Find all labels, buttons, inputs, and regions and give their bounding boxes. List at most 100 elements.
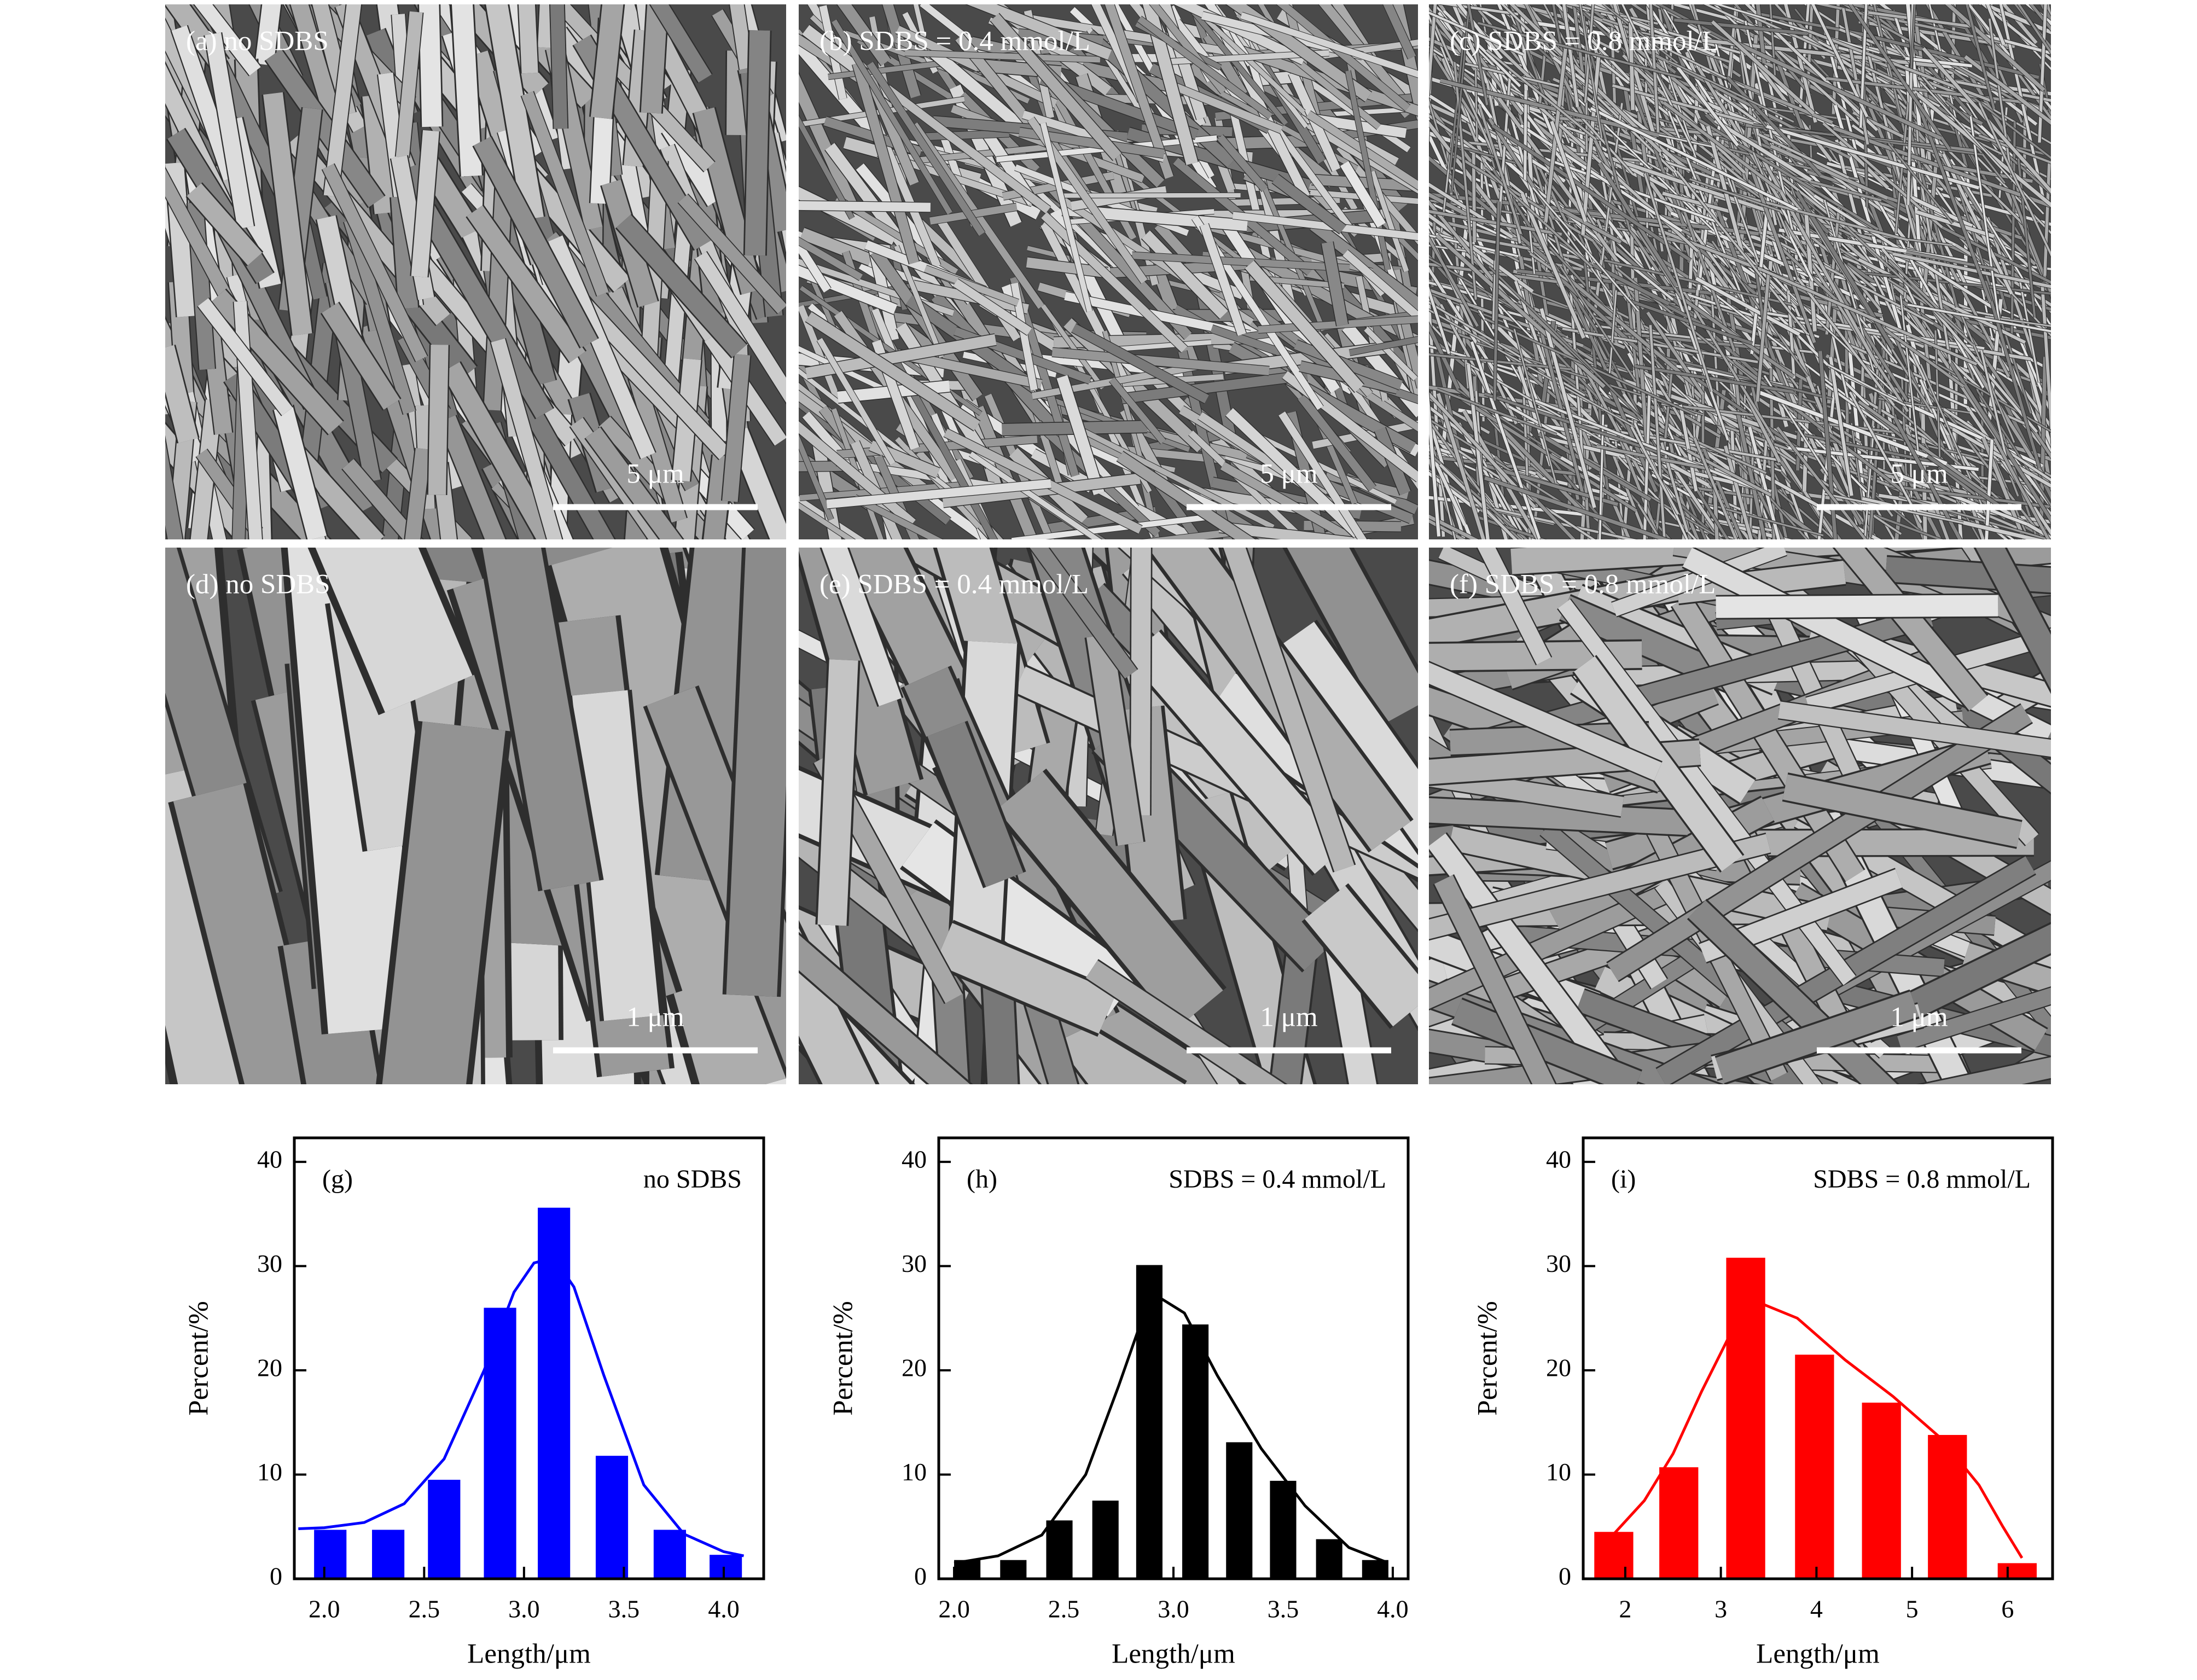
x-axis-label: Length/μm [1112,1639,1235,1670]
y-axis-label: Percent/% [828,1301,859,1416]
rod [799,390,938,500]
rod [616,214,747,358]
rod [187,183,263,266]
bar [595,1456,629,1579]
rod [867,61,985,236]
rod [165,345,199,443]
rod [1436,393,1486,539]
rod [799,421,916,527]
plot-frame [1582,1136,2054,1580]
bar [1862,1402,1901,1579]
rod [2041,282,2051,443]
rod [1804,205,1817,332]
rod [1748,426,1781,539]
rod [1467,4,1489,106]
rod [837,4,891,66]
rod [2013,324,2051,416]
rod [799,96,965,127]
rod [1636,230,1682,298]
rod [1477,548,1551,665]
rod [1609,4,1684,115]
panel-label: (g) [322,1165,353,1194]
rod [165,441,183,539]
rod [1965,4,1996,109]
rod [1484,392,1666,456]
rod [1349,336,1418,356]
rod [1746,397,1782,463]
rod [1888,142,1954,224]
rod [1117,451,1256,539]
rod [927,722,1024,887]
rod [1635,364,1794,393]
rod [1429,322,1460,390]
rod [1596,108,1631,230]
rod [1858,400,1987,494]
rod [1891,470,2028,526]
rod [438,415,505,539]
rod [1778,701,2051,757]
rod [1968,93,2051,159]
rod [165,162,196,317]
rod [1486,464,1619,507]
rod [1707,503,1824,537]
rod [926,44,1030,136]
rod [1984,281,2041,469]
bar [1594,1532,1634,1579]
rod [486,4,544,220]
rod [548,235,655,459]
rod [1467,364,1490,539]
rod [1041,212,1188,353]
rod [1509,4,1663,154]
rod [1629,82,1684,224]
rod [1478,103,1522,235]
rod [1856,60,2024,225]
rod [1340,161,1386,228]
rod [1607,704,2032,981]
rod [1848,4,1951,150]
rod [1336,144,1418,245]
rod [1298,394,1376,491]
rod [1245,260,1364,393]
rod [265,49,385,207]
rod [1086,960,1285,1084]
rod [1646,311,1705,396]
rod [1287,548,1418,724]
fit-curve [1609,1301,2024,1559]
rod [1668,60,1794,123]
rod [1897,987,2051,1051]
y-tick-label: 30 [1546,1249,1571,1277]
rod [1218,522,1371,539]
rod [550,4,568,129]
rod [1294,340,1403,390]
rod [1693,437,1738,539]
rod [1714,4,1880,54]
rod [1678,404,1698,492]
rod [934,923,1117,1034]
rod [1429,309,1638,429]
rod [1429,514,1479,539]
rod [1323,933,1377,1084]
rod [1081,428,1275,530]
scale-bar-label: 1 μm [1890,1002,1948,1033]
rod [2043,161,2051,276]
rod [1841,8,1869,145]
rod [1467,273,1534,340]
rod [1744,12,1914,90]
rod [1698,118,1879,231]
bar [653,1530,686,1579]
rod [1429,266,1526,418]
rod [1051,347,1270,376]
y-tick-label: 20 [902,1353,927,1381]
rod [1657,4,1758,58]
rod [1495,61,1547,243]
rod [1539,308,1596,508]
rod [590,4,624,119]
rod [451,4,482,177]
rod [1811,4,1869,118]
rod [2004,403,2051,500]
panel-label: (d) no SDBS [186,569,330,600]
rod [484,174,513,411]
rod [1478,516,1546,539]
rod [722,354,751,502]
rod [263,92,312,336]
